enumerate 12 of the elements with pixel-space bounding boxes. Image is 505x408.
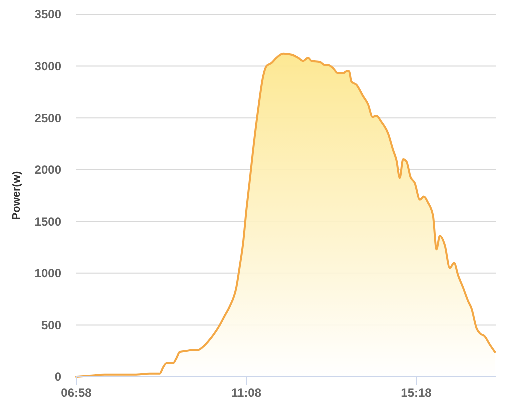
x-tick-label: 15:18: [401, 386, 432, 400]
y-tick-label: 500: [41, 318, 62, 332]
y-tick-label: 3500: [34, 8, 62, 22]
y-tick-label: 1500: [34, 214, 62, 229]
y-tick-label: 2500: [34, 111, 62, 126]
y-tick-label: 3000: [34, 59, 62, 74]
y-tick-label: 1000: [34, 266, 62, 281]
x-tick-label: 06:58: [61, 386, 92, 400]
x-tick-label: 11:08: [231, 386, 262, 400]
y-tick-label: 0: [54, 370, 62, 384]
y-axis-title: Power(w): [11, 170, 23, 220]
y-tick-label: 2000: [34, 163, 62, 178]
